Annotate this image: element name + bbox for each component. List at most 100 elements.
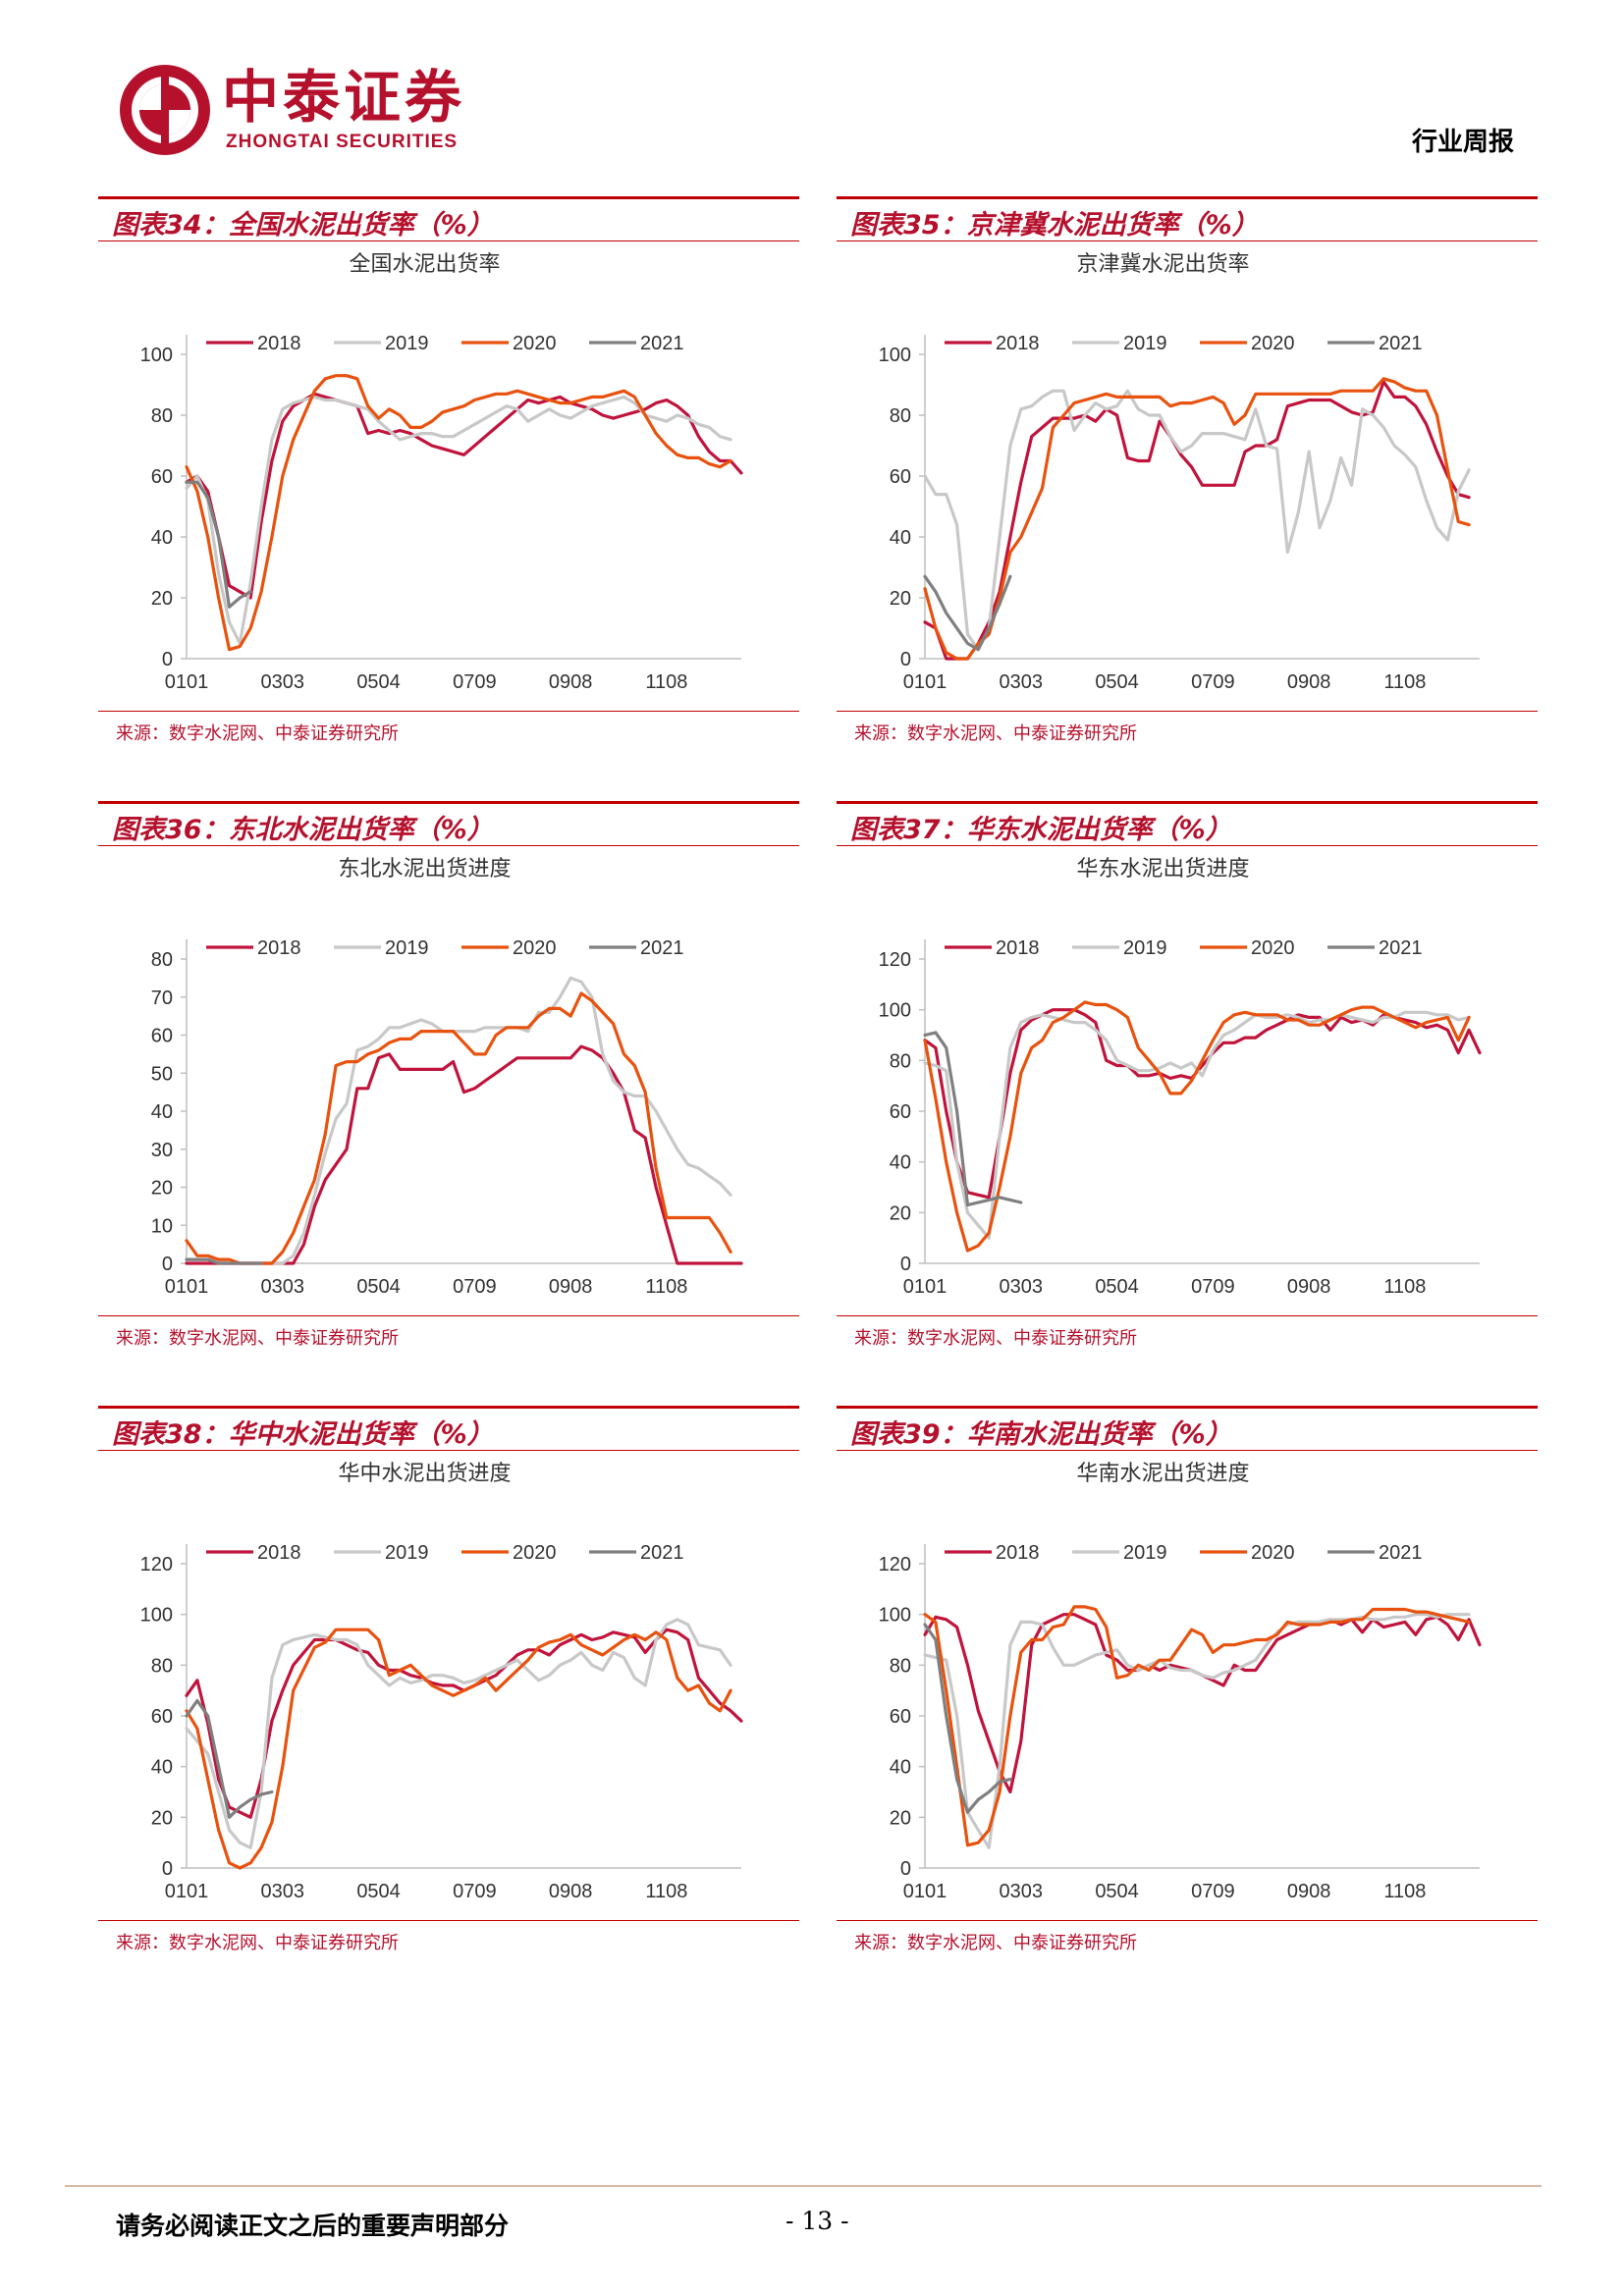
series-line-2018 (923, 1008, 1482, 1200)
chart-title: 京津冀水泥出货率 (1076, 252, 1249, 277)
y-tick-label: 100 (879, 1605, 911, 1627)
source-note: 来源：数字水泥网、中泰证券研究所 (116, 1328, 399, 1349)
y-tick-label: 30 (151, 1140, 173, 1161)
y-tick-label: 40 (151, 527, 173, 549)
y-tick-label: 60 (890, 1706, 911, 1728)
y-tick-label: 80 (890, 1655, 911, 1677)
source-note: 来源：数字水泥网、中泰证券研究所 (116, 1933, 399, 1953)
legend-label: 2020 (1251, 1542, 1295, 1564)
legend-label: 2019 (1123, 937, 1167, 959)
y-tick-label: 60 (151, 1026, 173, 1047)
legend-label: 2020 (1251, 333, 1295, 354)
figure-title-bar: 图表39：华南水泥出货率（%） (837, 1406, 1538, 1451)
x-tick-label: 0908 (549, 1881, 593, 1902)
y-tick-label: 20 (151, 1807, 173, 1829)
x-tick-label: 0504 (1095, 1276, 1139, 1298)
y-tick-label: 100 (140, 1605, 173, 1627)
figure-panel: 图表39：华南水泥出货率（%） 华南水泥出货进度 0 20 40 60 80 100 120 0… (837, 1406, 1538, 1975)
x-tick-label: 0709 (453, 1276, 497, 1298)
x-tick-label: 0101 (903, 1881, 947, 1902)
series-line-2019 (923, 389, 1471, 652)
x-tick-label: 0303 (261, 671, 305, 693)
x-tick-label: 0303 (1000, 1276, 1044, 1298)
legend-label: 2021 (1379, 937, 1423, 959)
series-line-2019 (185, 1618, 732, 1849)
series-line-2018 (185, 1044, 743, 1265)
y-tick-label: 0 (900, 649, 911, 670)
source-note: 来源：数字水泥网、中泰证券研究所 (854, 1933, 1137, 1953)
series-line-2021 (923, 574, 1012, 652)
y-tick-label: 40 (151, 1101, 173, 1123)
source-bar: 来源：数字水泥网、中泰证券研究所 (837, 1315, 1538, 1351)
x-tick-label: 1108 (1383, 1276, 1426, 1298)
y-tick-label: 40 (151, 1757, 173, 1779)
source-bar: 来源：数字水泥网、中泰证券研究所 (837, 711, 1538, 746)
figure-title-bar: 图表38：华中水泥出货率（%） (98, 1406, 799, 1451)
line-chart: 华东水泥出货进度 0 20 40 60 80 100 120 0101 0303 0504 0709 0… (879, 857, 1482, 1298)
figure-title: 图表34：全国水泥出货率（%） (112, 210, 494, 240)
y-tick-label: 20 (890, 1807, 911, 1829)
series-line-2020 (923, 1605, 1471, 1847)
y-tick-label: 100 (879, 1000, 911, 1022)
x-tick-label: 0303 (1000, 671, 1044, 693)
source-bar: 来源：数字水泥网、中泰证券研究所 (98, 1920, 799, 1955)
series-line-2021 (923, 1031, 1023, 1207)
chart-title: 华东水泥出货进度 (1076, 857, 1249, 881)
legend-label: 2018 (257, 333, 301, 354)
y-tick-label: 20 (890, 1202, 911, 1224)
page-number: - 13 - (785, 2207, 849, 2235)
y-tick-label: 60 (890, 466, 911, 488)
y-tick-label: 80 (890, 405, 911, 427)
legend-label: 2020 (513, 333, 557, 354)
series-line-2021 (185, 480, 252, 609)
x-tick-label: 1108 (645, 671, 687, 693)
y-tick-label: 50 (151, 1063, 173, 1085)
figure-title-bar: 图表36：东北水泥出货率（%） (98, 801, 799, 846)
x-tick-label: 0709 (1191, 1881, 1235, 1902)
y-tick-label: 100 (879, 345, 911, 366)
x-tick-label: 0303 (1000, 1881, 1044, 1902)
series-line-2018 (923, 380, 1471, 661)
x-tick-label: 0101 (903, 1276, 947, 1298)
series-line-2019 (923, 1010, 1471, 1240)
y-tick-label: 60 (151, 1706, 173, 1728)
legend-label: 2021 (1379, 1542, 1423, 1564)
legend-label: 2018 (996, 333, 1040, 354)
series-line-2018 (923, 1613, 1482, 1794)
x-tick-label: 0709 (1191, 671, 1235, 693)
legend-label: 2019 (385, 333, 429, 354)
x-tick-label: 0101 (165, 671, 209, 693)
y-tick-label: 120 (140, 1554, 173, 1575)
x-tick-label: 0101 (165, 1276, 209, 1298)
x-tick-label: 0709 (1191, 1276, 1235, 1298)
figure-panel: 图表35：京津冀水泥出货率（%） 京津冀水泥出货率 0 20 40 60 80 100 010… (837, 196, 1538, 766)
legend-label: 2021 (640, 1542, 684, 1564)
y-tick-label: 0 (162, 649, 173, 670)
x-tick-label: 0101 (903, 671, 947, 693)
x-tick-label: 0908 (549, 671, 593, 693)
line-chart: 华南水泥出货进度 0 20 40 60 80 100 120 0101 0303 0504 0709 0… (879, 1462, 1482, 1902)
legend-label: 2021 (1379, 333, 1423, 354)
y-tick-label: 20 (890, 588, 911, 610)
figure-panel: 图表34：全国水泥出货率（%） 全国水泥出货率 0 20 40 60 80 100 0101 0… (98, 196, 799, 766)
figure-title: 图表39：华南水泥出货率（%） (850, 1419, 1232, 1450)
y-tick-label: 70 (151, 988, 173, 1009)
x-tick-label: 0303 (261, 1881, 305, 1902)
series-line-2020 (923, 377, 1471, 661)
x-tick-label: 1108 (1383, 671, 1426, 693)
series-line-2020 (923, 1000, 1471, 1253)
series-line-2019 (185, 395, 732, 646)
legend-label: 2020 (1251, 937, 1295, 959)
y-tick-label: 120 (879, 1554, 911, 1575)
series-line-2019 (185, 976, 732, 1265)
chart-title: 华中水泥出货进度 (338, 1462, 511, 1486)
series-line-2020 (185, 991, 732, 1265)
line-chart: 京津冀水泥出货率 0 20 40 60 80 100 0101 0303 0504 0709 0908… (879, 252, 1480, 693)
series-line-2021 (185, 1698, 274, 1819)
x-tick-label: 0709 (453, 1881, 497, 1902)
series-line-2021 (185, 1257, 263, 1265)
series-line-2018 (185, 392, 743, 600)
x-tick-label: 0504 (356, 1276, 401, 1298)
y-tick-label: 100 (140, 345, 173, 366)
y-tick-label: 40 (890, 1152, 911, 1174)
